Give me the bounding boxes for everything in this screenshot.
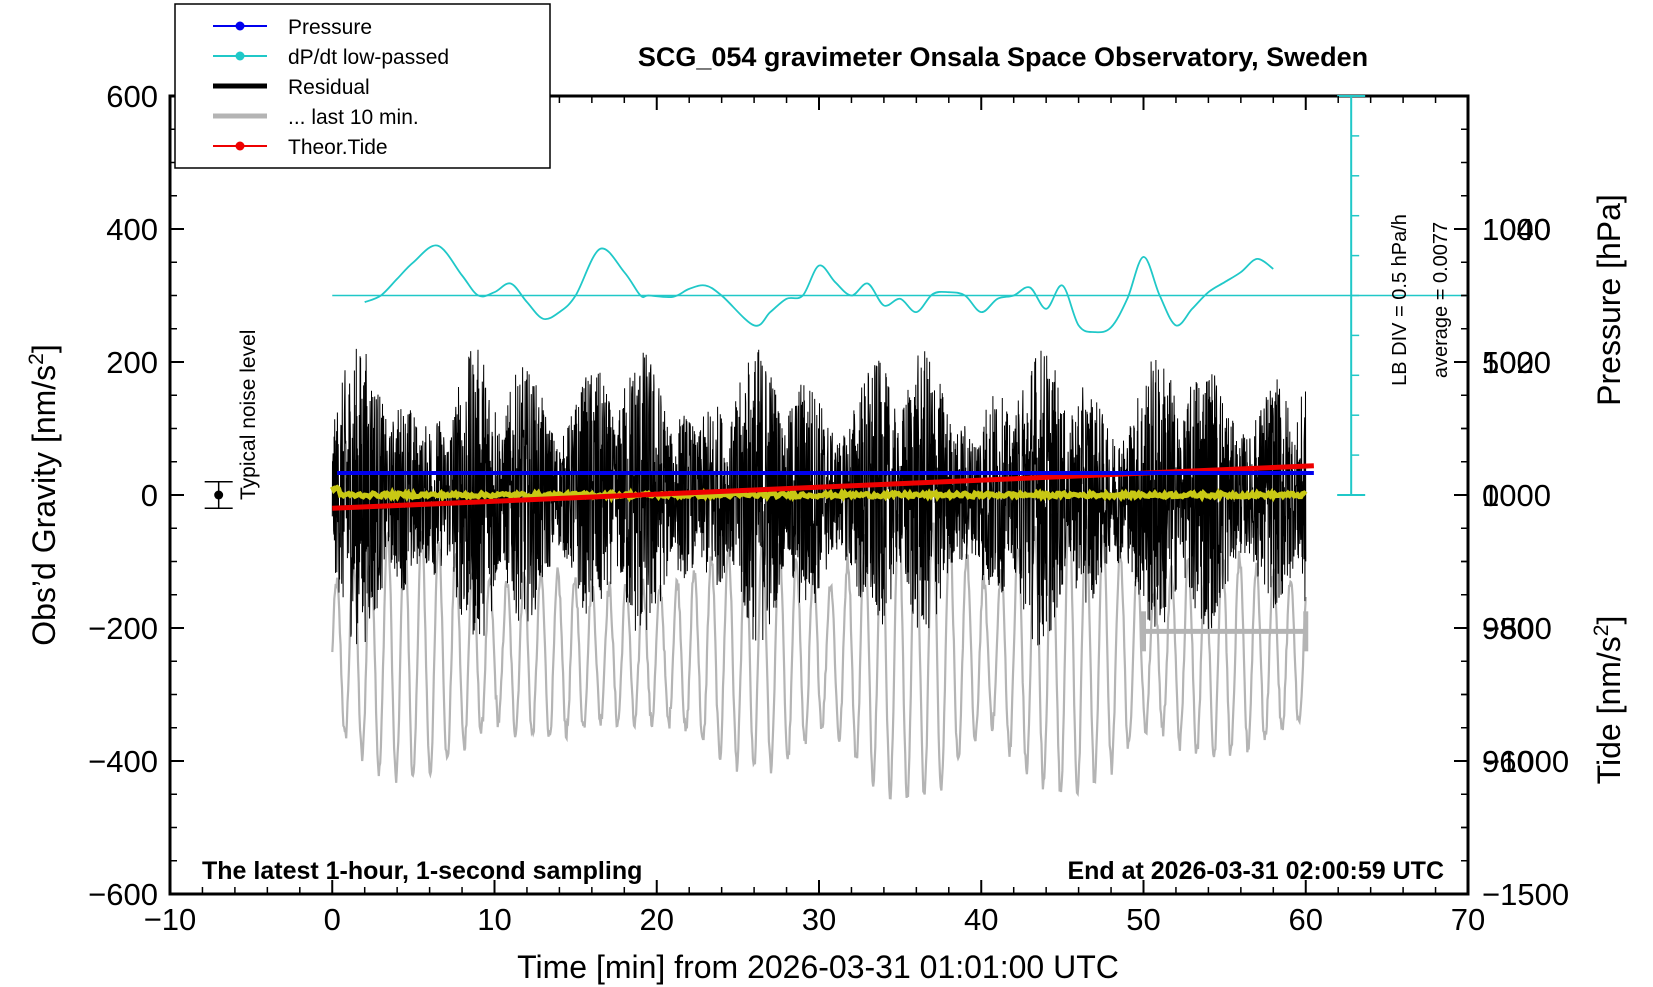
tide-axis-label-sup: 2	[1590, 625, 1613, 637]
noise-level-indicator	[204, 480, 233, 510]
tide-axis-label-base: Tide [nm/s	[1591, 636, 1627, 784]
legend-label: ... last 10 min.	[288, 106, 419, 129]
bottom-right-note: End at 2026-03-31 02:00:59 UTC	[1067, 857, 1444, 885]
y-tick-label: 600	[106, 79, 158, 114]
last-10-min-line	[331, 507, 1307, 800]
pressure-tick-label: 1040	[1482, 212, 1551, 247]
legend-label: dP/dt low-passed	[288, 46, 449, 69]
bottom-left-note: The latest 1-hour, 1-second sampling	[202, 857, 642, 885]
legend-marker	[235, 51, 245, 61]
pressure-tick-label: 1000	[1482, 478, 1551, 513]
legend-label: Residual	[288, 76, 370, 99]
y-tick-label: 200	[106, 345, 158, 380]
dpdt-line	[364, 244, 1274, 334]
tide-axis-label: Tide [nm/s2]	[1590, 616, 1627, 785]
pressure-tick-label: 980	[1482, 611, 1534, 646]
x-tick-label: 60	[1289, 902, 1323, 937]
y-tick-label: −400	[88, 744, 158, 779]
residual-smoothed-series	[330, 484, 1308, 504]
legend-label: Theor.Tide	[288, 136, 388, 159]
axes: −10 0 10 20 30 40 50 60 706004002000−200−400−600…	[88, 79, 1569, 937]
y-tick-label: 400	[106, 212, 158, 247]
x-axis-label: Time [min] from 2026-03-31 01:01:00 UTC	[517, 949, 1119, 985]
dpdt-series	[332, 244, 1468, 334]
tide-axis-label-end: ]	[1591, 616, 1627, 625]
tide-tick-label: −1000	[1482, 744, 1569, 779]
last-10-min-series	[331, 507, 1307, 800]
chart-title: SCG_054 gravimeter Onsala Space Observat…	[638, 42, 1368, 72]
dpdt-average-label: average = 0.0077	[1430, 222, 1452, 378]
pressure-tick-label: 960	[1482, 744, 1534, 779]
dpdt-scale-label: LB DIV = 0.5 hPa/h	[1389, 214, 1411, 386]
y-tick-label: −600	[88, 877, 158, 912]
pressure-axis-label: Pressure [hPa]	[1591, 194, 1627, 406]
y-axis-label-sup: 2	[25, 353, 48, 365]
x-tick-label: 50	[1126, 902, 1160, 937]
y-axis-label-base: Obs’d Gravity [nm/s	[26, 365, 62, 646]
pressure-tick-label: 1020	[1482, 345, 1551, 380]
y-axis-label: Obs’d Gravity [nm/s2]	[25, 344, 62, 646]
legend-marker	[235, 21, 245, 31]
tide-tick-label: 500	[1482, 345, 1534, 380]
noise-level-label: Typical noise level	[237, 330, 260, 500]
last-10-min-bracket	[1141, 611, 1309, 652]
y-tick-label: −200	[88, 611, 158, 646]
legend: Pressure dP/dt low-passed Residual ... last…	[174, 3, 551, 169]
y-tick-label: 0	[141, 478, 158, 513]
x-tick-label: 30	[802, 902, 836, 937]
tide-tick-label: 0	[1482, 478, 1499, 513]
tide-tick-label: 1000	[1482, 212, 1551, 247]
residual-line	[331, 348, 1307, 646]
x-tick-label: 10	[477, 902, 511, 937]
x-tick-label: 70	[1451, 902, 1485, 937]
x-tick-label: 0	[324, 902, 341, 937]
legend-marker	[235, 141, 245, 151]
noise-point	[214, 490, 224, 500]
residual-series	[331, 348, 1307, 646]
y-axis-label-end: ]	[26, 344, 62, 353]
x-tick-label: 20	[640, 902, 674, 937]
tide-tick-label: −1500	[1482, 877, 1569, 912]
legend-label: Pressure	[288, 16, 372, 39]
x-tick-label: −10	[144, 902, 197, 937]
tide-tick-label: −500	[1482, 611, 1552, 646]
x-tick-label: 40	[964, 902, 998, 937]
dpdt-scale-axis	[1337, 95, 1366, 496]
residual-smoothed-line	[330, 484, 1308, 504]
